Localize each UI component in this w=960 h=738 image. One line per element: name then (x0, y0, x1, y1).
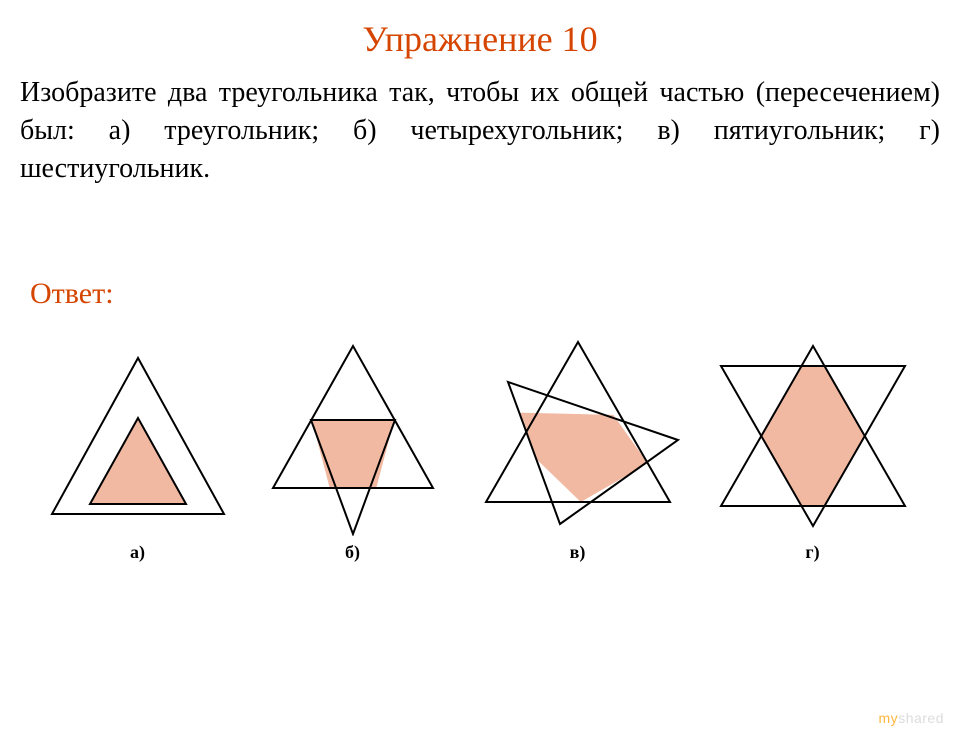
figure-b-label: б) (253, 542, 453, 563)
figure-c-svg (468, 336, 688, 536)
exercise-title: Упражнение 10 (0, 18, 960, 60)
figure-c-label: в) (468, 542, 688, 563)
watermark-accent: my (879, 710, 899, 726)
figure-b: б) (253, 336, 453, 563)
figure-d: г) (703, 336, 923, 563)
watermark-base: shared (898, 710, 944, 726)
figure-b-svg (253, 336, 453, 536)
figures-row: а) б) в) г) (0, 336, 960, 563)
figure-d-label: г) (703, 542, 923, 563)
answer-label: Ответ: (30, 277, 960, 311)
figure-d-svg (703, 336, 923, 536)
figure-a-svg (38, 346, 238, 536)
problem-statement: Изобразите два треугольника так, чтобы и… (0, 74, 960, 187)
figure-c: в) (468, 336, 688, 563)
figure-a-label: а) (38, 542, 238, 563)
figure-a: а) (38, 346, 238, 563)
watermark: myshared (879, 710, 944, 726)
